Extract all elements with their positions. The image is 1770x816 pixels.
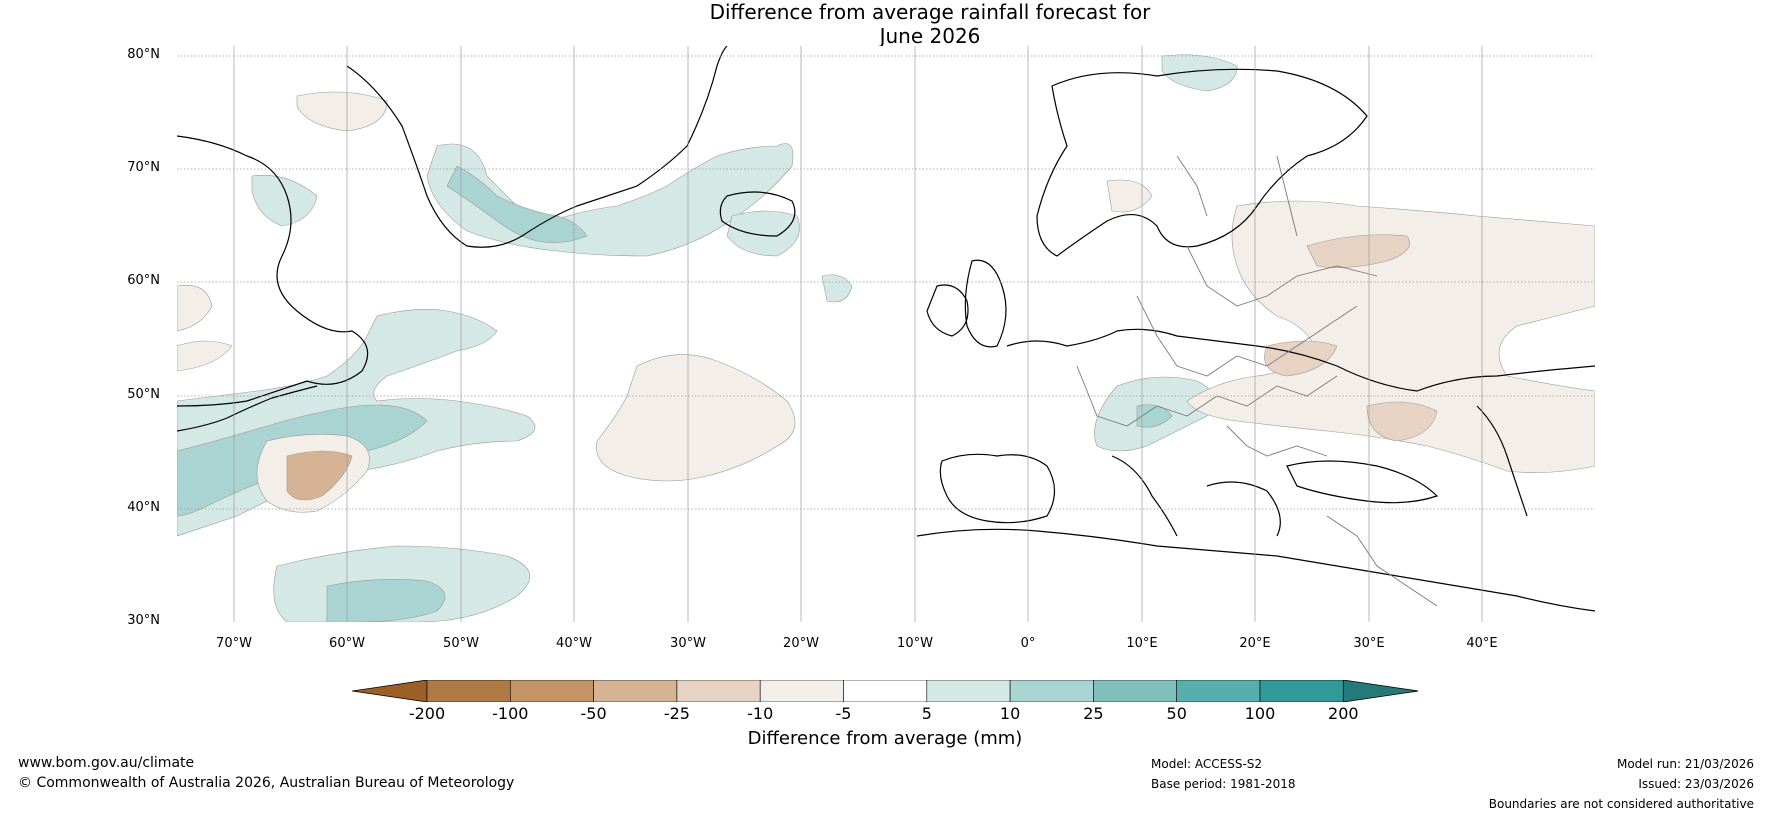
coast-iberia	[939, 453, 1056, 524]
legend-swatch	[926, 680, 1011, 702]
dry-area-scandinavia	[1106, 179, 1153, 213]
lon-label-20w: 20°W	[783, 636, 819, 651]
legend-tick-label: -50	[580, 704, 607, 723]
border-line-3	[1186, 245, 1378, 307]
footer-base-period: Base period: 1981-2018	[1151, 777, 1296, 791]
legend-tick-label: 200	[1328, 704, 1359, 723]
footer-model: Model: ACCESS-S2	[1151, 757, 1263, 771]
coast-scandinavia	[1036, 68, 1368, 257]
wet-area-svalbard	[1161, 54, 1238, 92]
lat-label-40n: 40°N	[127, 500, 160, 515]
map-panel	[177, 46, 1595, 622]
border-line-4	[1226, 425, 1328, 457]
footer-model-run: Model run: 21/03/2026	[1616, 757, 1754, 771]
dry-area-atlantic-west-core	[286, 450, 353, 501]
legend-swatch	[1176, 680, 1261, 702]
legend-swatch	[759, 680, 844, 702]
wet-area-iceland	[726, 210, 800, 257]
legend-tick-label: -25	[663, 704, 690, 723]
legend-tick-label: -10	[747, 704, 774, 723]
wet-area-north-atlantic	[821, 274, 853, 303]
coast-caspian	[1476, 405, 1528, 517]
border-line-1	[1076, 365, 1338, 427]
wet-area-greenland-core	[446, 165, 588, 243]
legend-label: Difference from average (mm)	[747, 728, 1023, 749]
legend-tick-label: -100	[492, 704, 529, 723]
legend-tick-label: -200	[408, 704, 446, 723]
wet-area-subtropical-core	[326, 579, 446, 622]
legend-swatch	[1259, 680, 1344, 702]
lat-label-80n: 80°N	[127, 47, 160, 62]
title-line-1: Difference from average rainfall forecas…	[709, 0, 1151, 24]
lon-label-40w: 40°W	[556, 636, 592, 651]
dry-area-labrador-2	[177, 340, 233, 372]
legend-arrow-high	[1342, 680, 1418, 702]
legend-tick-label: 25	[1083, 704, 1104, 723]
legend-swatch	[510, 680, 594, 702]
footer-issued: Issued: 23/03/2026	[1638, 777, 1754, 791]
coast-north-africa	[916, 528, 1595, 612]
coast-greece	[1206, 481, 1281, 537]
border-line-2	[1136, 295, 1358, 377]
dry-area-mid-atlantic	[596, 354, 796, 482]
lon-label-60w: 60°W	[329, 636, 365, 651]
wet-area-baffin	[251, 174, 318, 227]
title-line-2: June 2026	[879, 24, 981, 48]
lon-label-10e: 10°E	[1126, 636, 1158, 651]
dry-area-greenland-north	[296, 91, 388, 132]
wet-area-alps-core	[1136, 404, 1173, 428]
lon-label-30w: 30°W	[670, 636, 706, 651]
legend-arrow-low	[352, 680, 428, 702]
anomaly-shading	[177, 54, 1595, 622]
lon-label-0: 0°	[1020, 636, 1036, 651]
legend-tick-label: 10	[999, 704, 1021, 723]
lon-label-50w: 50°W	[443, 636, 479, 651]
legend-tick-label: -5	[835, 704, 852, 723]
legend-swatch	[593, 680, 678, 702]
coast-black-sea	[1286, 460, 1439, 504]
graticule-meridians	[233, 46, 1483, 622]
legend-swatch	[1093, 680, 1178, 702]
legend-swatch	[426, 680, 511, 702]
legend-tick-label: 5	[921, 704, 932, 723]
coast-italy	[1111, 455, 1178, 537]
lat-label-30n: 30°N	[127, 613, 160, 628]
map-title: Difference from average rainfall forecas…	[0, 0, 1770, 48]
lon-label-10w: 10°W	[897, 636, 933, 651]
lon-label-40e: 40°E	[1466, 636, 1498, 651]
coast-ireland	[926, 284, 969, 337]
legend-tick-label: 100	[1244, 704, 1276, 723]
legend-tick-label: 50	[1166, 704, 1187, 723]
dry-area-labrador	[177, 284, 213, 332]
coastlines	[177, 46, 1595, 612]
legend-colorbar	[352, 680, 1418, 702]
lon-label-30e: 30°E	[1353, 636, 1385, 651]
border-line-5	[1326, 515, 1438, 607]
border-line-7	[1176, 155, 1208, 217]
lon-label-20e: 20°E	[1239, 636, 1271, 651]
dry-area-caucasus-core	[1366, 401, 1438, 442]
legend-swatch	[843, 680, 928, 702]
lat-label-60n: 60°N	[127, 273, 160, 288]
legend-swatch	[676, 680, 761, 702]
rainfall-map	[177, 46, 1595, 622]
footer-copyright: © Commonwealth of Australia 2026, Austra…	[18, 775, 515, 791]
coast-britain	[964, 259, 1007, 348]
lon-label-70w: 70°W	[216, 636, 252, 651]
coast-greenland	[346, 46, 728, 248]
footer-disclaimer: Boundaries are not considered authoritat…	[1488, 797, 1754, 811]
lat-label-70n: 70°N	[127, 160, 160, 175]
coast-nova-scotia	[177, 385, 318, 432]
lat-label-50n: 50°N	[127, 387, 160, 402]
footer-website: www.bom.gov.au/climate	[18, 755, 195, 771]
legend-swatch	[1009, 680, 1094, 702]
coast-iceland	[719, 191, 796, 237]
